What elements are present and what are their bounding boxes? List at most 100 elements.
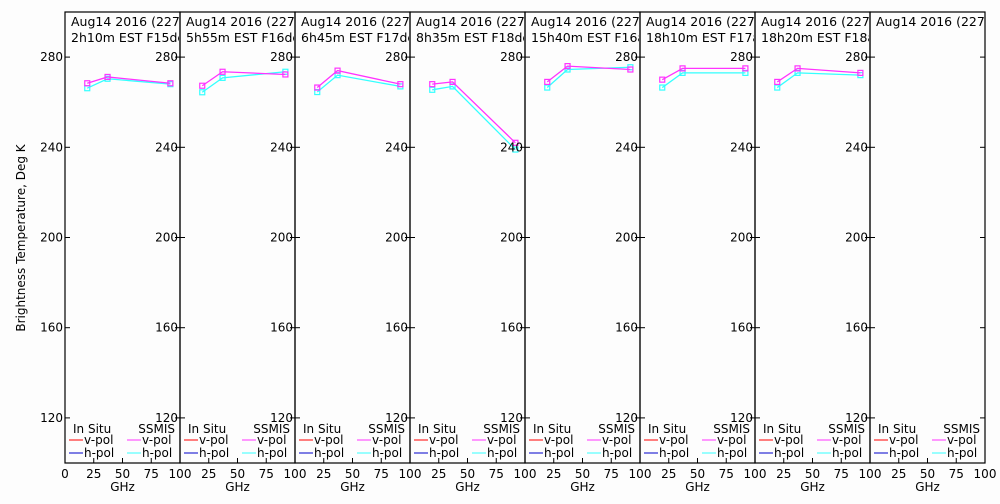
y-tick-label: 200 [155, 231, 178, 245]
legend-insitu-vpol: v-pol [314, 433, 343, 447]
y-tick-label: 160 [615, 321, 638, 335]
ssmis_v-line [432, 81, 516, 144]
ssmis_v-point [857, 69, 864, 76]
ssmis_v-line [546, 65, 631, 83]
y-tick-label: 240 [615, 140, 638, 154]
ssmis_v-point [429, 81, 436, 88]
ssmis_v-point [282, 71, 289, 78]
x-tick-label: 100 [744, 467, 767, 481]
legend-insitu-title: In Situ [648, 422, 686, 436]
ssmis_h-line [316, 74, 401, 93]
x-tick-label: 75 [489, 467, 504, 481]
x-tick-label: 50 [115, 467, 130, 481]
legend-insitu-vpol: v-pol [889, 433, 918, 447]
y-tick-label: 240 [155, 140, 178, 154]
x-tick-label: 75 [604, 467, 619, 481]
y-tick-label: 280 [615, 50, 638, 64]
ssmis_h-point [429, 86, 436, 93]
ssmis_v-point [219, 68, 226, 75]
y-axis-label: Brightness Temperature, Deg K [14, 143, 28, 331]
legend-insitu-title: In Situ [303, 422, 341, 436]
panel-1: Aug14 2016 (227)2h10m EST F15des 120 160 20… [40, 11, 192, 494]
x-tick-label: 100 [974, 467, 997, 481]
y-tick-label: 200 [730, 231, 753, 245]
y-tick-label: 120 [155, 411, 178, 425]
y-tick-label: 120 [385, 411, 408, 425]
legend-ssmis-vpol: v-pol [947, 433, 976, 447]
x-tick-label: 50 [575, 467, 590, 481]
ssmis_h-point [659, 84, 666, 91]
x-tick-label: 0 [61, 467, 69, 481]
y-tick-label: 120 [500, 411, 523, 425]
panel-4: Aug14 2016 (227)8h35m EST F18des 120 160 20… [385, 11, 537, 494]
legend-insitu-hpol: h-pol [429, 446, 459, 460]
legend-ssmis-hpol: h-pol [947, 446, 977, 460]
x-tick-label: 75 [144, 467, 159, 481]
x-tick-label: 100 [859, 467, 882, 481]
panel-title-time: 8h35m EST F18des [416, 30, 537, 45]
legend-insitu-vpol: v-pol [774, 433, 803, 447]
panel-title-date: Aug14 2016 (227) [416, 14, 530, 29]
y-tick-label: 120 [270, 411, 293, 425]
legend-ssmis-hpol: h-pol [717, 446, 747, 460]
x-axis-label: GHz [455, 480, 480, 494]
legend-insitu-hpol: h-pol [544, 446, 574, 460]
x-tick-label: 100 [169, 467, 192, 481]
ssmis_v-line [87, 76, 171, 84]
legend-ssmis-hpol: h-pol [257, 446, 287, 460]
panel-title-time: 6h45m EST F17des [301, 30, 422, 45]
ssmis_v-point [742, 65, 749, 72]
y-tick-label: 200 [615, 231, 638, 245]
ssmis_v-point [84, 80, 91, 87]
ssmis_h-point [219, 74, 226, 81]
x-axis-label: GHz [685, 480, 710, 494]
ssmis_v-point [774, 78, 781, 86]
legend-insitu-vpol: v-pol [544, 433, 573, 447]
legend-ssmis-vpol: v-pol [487, 433, 516, 447]
legend-insitu-title: In Situ [73, 422, 111, 436]
panel-title-date: Aug14 2016 (227) [71, 14, 185, 29]
panel-title: Aug14 2016 (227)18h10m EST F17asc [646, 14, 754, 45]
y-tick-label: 120 [845, 411, 868, 425]
legend-ssmis-vpol: v-pol [717, 433, 746, 447]
ssmis_v-point [104, 73, 111, 81]
ssmis_v-point [794, 65, 801, 72]
x-tick-label: 25 [86, 467, 101, 481]
ssmis_h-line [661, 72, 746, 89]
ssmis_v-point [167, 80, 174, 87]
ssmis_v-line [201, 71, 286, 87]
ssmis_h-point [544, 84, 551, 91]
legend-insitu-vpol: v-pol [659, 433, 688, 447]
panel-title: Aug14 2016 (227)8h35m EST F18des [416, 14, 537, 45]
x-tick-label: 50 [345, 467, 360, 481]
panel-title-time: 18h20m EST F18asc [761, 30, 889, 45]
ssmis_v-point [544, 78, 551, 86]
ssmis_h-point [564, 66, 571, 73]
panel-6: Aug14 2016 (227)18h10m EST F17asc 120 160 2… [615, 11, 767, 494]
y-tick-label: 240 [270, 140, 293, 154]
x-tick-label: 75 [719, 467, 734, 481]
legend-ssmis-vpol: v-pol [832, 433, 861, 447]
y-tick-label: 200 [40, 231, 63, 245]
y-tick-label: 200 [845, 231, 868, 245]
x-axis-label: GHz [225, 480, 250, 494]
legend-ssmis-hpol: h-pol [832, 446, 862, 460]
y-tick-label: 240 [40, 140, 63, 154]
x-tick-label: 75 [374, 467, 389, 481]
legend-ssmis-title: SSMIS [138, 422, 175, 436]
y-tick-label: 280 [155, 50, 178, 64]
ssmis_v-line [661, 67, 746, 81]
panel-7: Aug14 2016 (227)18h20m EST F18asc 120 160 2… [730, 11, 889, 494]
y-tick-label: 280 [270, 50, 293, 64]
y-tick-label: 240 [845, 140, 868, 154]
legend-ssmis-hpol: h-pol [372, 446, 402, 460]
legend-ssmis-title: SSMIS [483, 422, 520, 436]
ssmis_h-point [774, 84, 781, 91]
panel-title: Aug14 2016 (227) [876, 14, 984, 29]
x-tick-label: 100 [629, 467, 652, 481]
panel-title-time: 5h55m EST F16des [186, 30, 307, 45]
x-tick-label: 50 [690, 467, 705, 481]
y-tick-label: 280 [730, 50, 753, 64]
x-tick-label: 50 [805, 467, 820, 481]
